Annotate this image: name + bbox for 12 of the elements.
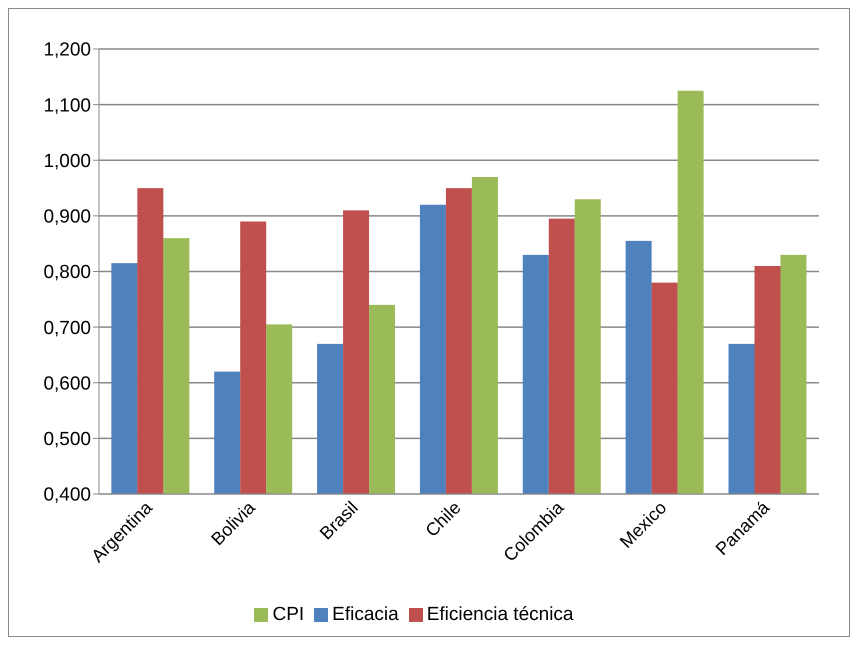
y-tick-label: 0,400: [43, 484, 91, 506]
y-tick-label: 0,500: [43, 429, 91, 450]
y-tick-label: 0,900: [43, 206, 91, 228]
y-tick-label: 1,000: [43, 150, 91, 172]
y-tick-label: 0,800: [43, 262, 91, 284]
legend-label: CPI: [272, 604, 304, 625]
y-tick-label: 1,100: [43, 95, 91, 116]
y-tick-label: 0,600: [43, 373, 91, 394]
y-tick-label: 1,200: [43, 40, 91, 61]
y-tick-label: 0,700: [43, 318, 91, 339]
legend-label: Eficiencia técnica: [426, 604, 574, 625]
legend-label: Eficacia: [332, 604, 399, 625]
